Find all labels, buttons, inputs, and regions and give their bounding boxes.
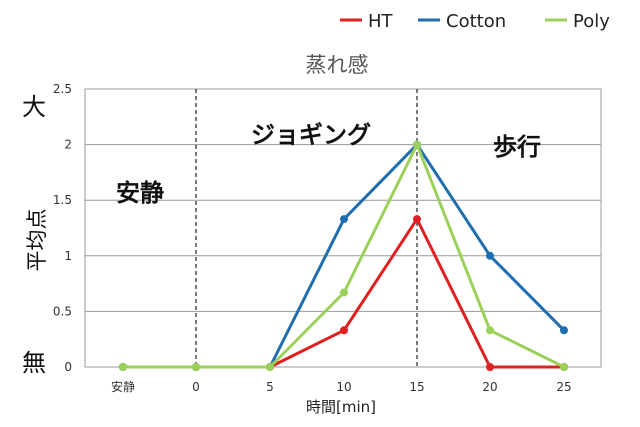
data-point-ht-5 — [486, 363, 494, 371]
x-tick-label-5: 20 — [482, 380, 497, 394]
phase-label-rest: 安静 — [116, 179, 164, 207]
chart-title: 蒸れ感 — [306, 53, 369, 77]
data-point-ht-3 — [340, 326, 348, 335]
x-tick-label-4: 15 — [409, 380, 424, 394]
legend-label-ht: HT — [368, 11, 394, 32]
x-tick-label-0: 安静 — [111, 379, 135, 394]
y-tick-labels: 0 0.5 1 1.5 2 2.5 — [53, 82, 72, 374]
y-tick-label-1: 0.5 — [53, 304, 72, 318]
legend-label-cotton: Cotton — [446, 11, 506, 32]
y-tick-label-3: 1.5 — [53, 193, 72, 207]
phase-label-walking: 歩行 — [493, 133, 541, 161]
y-tick-label-5: 2.5 — [53, 82, 72, 96]
legend: HT Cotton Poly — [340, 11, 610, 32]
x-tick-labels: 安静 0 5 10 15 20 25 — [111, 379, 572, 394]
data-point-poly-3 — [340, 288, 348, 297]
phase-divider-lines — [195, 89, 418, 367]
scale-bottom-label: 無 — [22, 349, 46, 377]
phase-label-jogging: ジョギング — [251, 121, 371, 149]
scale-top-label: 大 — [22, 93, 46, 121]
y-tick-label-2: 1 — [64, 249, 72, 263]
legend-label-poly: Poly — [573, 11, 610, 32]
x-tick-label-3: 10 — [336, 380, 351, 394]
y-tick-label-4: 2 — [64, 138, 72, 152]
data-point-cotton-3 — [340, 215, 348, 224]
data-point-poly-2 — [266, 363, 274, 371]
data-point-poly-5 — [486, 326, 494, 335]
series-poly — [119, 140, 568, 371]
data-point-poly-1 — [192, 363, 200, 371]
data-point-cotton-5 — [486, 251, 494, 260]
series-group — [119, 140, 568, 371]
y-axis-label: 平均点 — [25, 209, 49, 272]
x-tick-label-1: 0 — [192, 380, 200, 394]
x-axis-label: 時間[min] — [306, 398, 376, 416]
data-point-cotton-6 — [560, 326, 568, 335]
plot-frame — [84, 88, 602, 368]
data-point-poly-4 — [413, 140, 421, 149]
y-tick-label-0: 0 — [64, 360, 72, 374]
data-point-poly-6 — [560, 363, 568, 371]
data-point-poly-0 — [119, 363, 127, 371]
x-tick-label-6: 25 — [556, 380, 571, 394]
x-tick-label-2: 5 — [266, 380, 274, 394]
data-point-ht-4 — [413, 215, 421, 224]
